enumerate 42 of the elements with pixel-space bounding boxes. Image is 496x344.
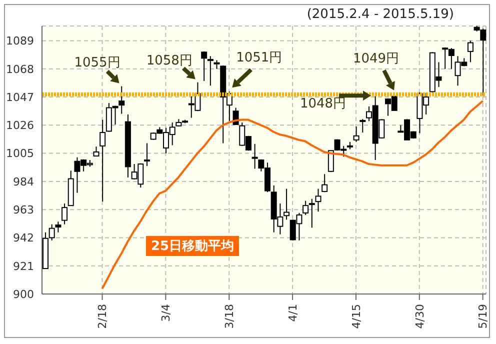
annotation: 1048円 [300,96,346,112]
candlestick [360,118,366,134]
candlestick [48,224,55,241]
y-tick-label: 984 [13,175,34,188]
y-tick-label: 1005 [6,147,34,160]
candlestick [144,142,150,167]
candlestick [100,119,106,202]
y-tick-label: 900 [13,288,34,301]
candlestick [302,200,309,216]
annotation: 1049円 [352,51,400,66]
candlestick [62,203,68,225]
y-tick-label: 921 [13,260,34,273]
x-tick-label: 2/18 [96,304,110,329]
chart-subtitle: (2015.2.4 - 2015.5.19) [306,7,454,22]
candlestick [93,146,100,156]
candlestick [322,174,328,193]
candlestick [284,188,290,220]
annotation: 1055円 [74,55,120,70]
y-tick-label: 963 [13,203,34,216]
y-tick-label: 1089 [6,34,34,48]
candlestick [118,86,125,114]
annotation: 1051円 [236,50,282,66]
annotation: 1058円 [146,53,192,68]
y-tick-label: 1068 [6,62,34,76]
x-tick-label: 3/18 [222,304,236,329]
series-label: 25日移動平均 [146,236,240,256]
candlestick [201,50,208,82]
candlestick [353,126,360,142]
x-tick-label: 4/15 [350,304,363,329]
candlestick [315,188,322,212]
x-tick-label: 4/30 [413,304,426,329]
candlestick [308,198,315,228]
candlestick [207,56,214,86]
x-tick-label: 4/1 [286,304,300,322]
y-tick-label: 942 [13,232,34,245]
candlestick [252,143,258,170]
y-tick-label: 1047 [6,90,34,104]
x-tick-label: 5/19 [476,304,490,329]
candlestick [55,221,62,233]
x-tick-label: 3/4 [160,304,173,322]
candlestick [467,40,474,63]
y-tick-label: 1026 [6,119,34,132]
